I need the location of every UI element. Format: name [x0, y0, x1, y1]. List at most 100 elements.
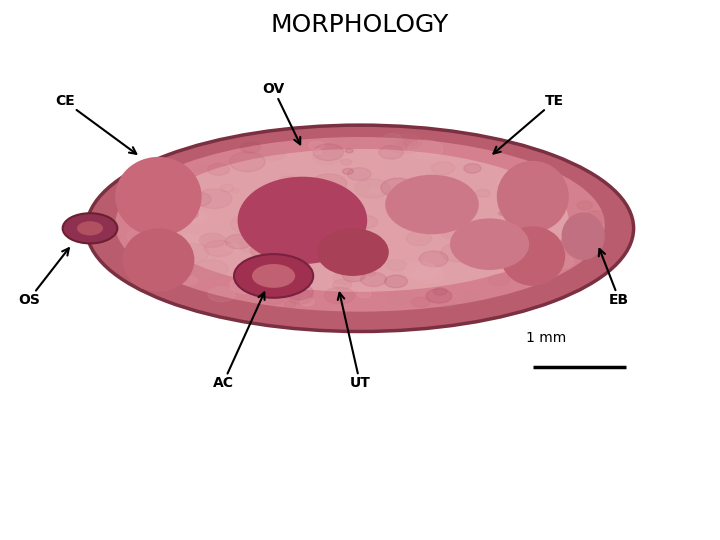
- Circle shape: [283, 231, 307, 244]
- Circle shape: [127, 228, 157, 245]
- Circle shape: [208, 287, 235, 302]
- Circle shape: [315, 228, 324, 233]
- Circle shape: [122, 200, 158, 219]
- Circle shape: [240, 208, 269, 224]
- Circle shape: [240, 142, 261, 153]
- Text: TE: TE: [493, 94, 564, 153]
- Text: oral sucker,: oral sucker,: [204, 502, 285, 516]
- Circle shape: [291, 188, 302, 194]
- Circle shape: [277, 176, 300, 188]
- Circle shape: [241, 215, 266, 229]
- Circle shape: [420, 180, 448, 196]
- Circle shape: [347, 266, 356, 271]
- Circle shape: [230, 152, 265, 172]
- Circle shape: [413, 266, 444, 283]
- Circle shape: [341, 159, 351, 165]
- Circle shape: [426, 289, 452, 303]
- Circle shape: [197, 189, 232, 208]
- Text: OV: OV: [263, 83, 300, 144]
- Circle shape: [269, 203, 300, 220]
- Text: acetabulum (ventral sucker): acetabulum (ventral sucker): [204, 461, 386, 474]
- Circle shape: [498, 172, 531, 190]
- Circle shape: [506, 265, 523, 274]
- Circle shape: [488, 274, 509, 286]
- Circle shape: [400, 197, 420, 207]
- Circle shape: [261, 291, 285, 304]
- Circle shape: [318, 259, 325, 262]
- Circle shape: [300, 185, 322, 197]
- Circle shape: [147, 195, 183, 215]
- Circle shape: [252, 264, 295, 288]
- Text: 1 mm: 1 mm: [526, 332, 566, 346]
- Text: EB: EB: [599, 249, 629, 307]
- Ellipse shape: [86, 125, 634, 332]
- Circle shape: [180, 276, 197, 285]
- Circle shape: [525, 271, 547, 283]
- Circle shape: [343, 168, 354, 174]
- Text: OS: OS: [18, 248, 69, 307]
- Circle shape: [314, 202, 337, 215]
- Circle shape: [355, 179, 390, 198]
- Circle shape: [381, 178, 415, 197]
- Circle shape: [137, 249, 151, 258]
- Circle shape: [408, 140, 443, 159]
- Circle shape: [230, 215, 264, 233]
- Circle shape: [387, 260, 407, 271]
- Circle shape: [431, 162, 454, 174]
- Circle shape: [506, 191, 535, 207]
- Circle shape: [174, 244, 209, 262]
- Circle shape: [225, 234, 252, 249]
- Circle shape: [433, 288, 447, 295]
- Circle shape: [572, 228, 590, 239]
- Circle shape: [411, 297, 430, 307]
- Ellipse shape: [450, 218, 529, 270]
- Circle shape: [361, 272, 387, 287]
- Circle shape: [220, 184, 234, 192]
- Circle shape: [297, 269, 309, 276]
- Circle shape: [387, 134, 423, 154]
- Text: OS:: OS:: [10, 502, 35, 516]
- Circle shape: [384, 275, 408, 288]
- Text: AC:: AC:: [10, 461, 34, 474]
- Circle shape: [406, 232, 432, 245]
- Circle shape: [426, 271, 446, 282]
- Circle shape: [404, 262, 436, 280]
- Circle shape: [233, 261, 258, 274]
- Circle shape: [397, 135, 422, 149]
- Circle shape: [158, 265, 167, 269]
- Circle shape: [330, 239, 353, 251]
- Circle shape: [549, 255, 574, 268]
- Circle shape: [260, 146, 286, 160]
- Circle shape: [346, 148, 353, 153]
- Circle shape: [438, 298, 456, 307]
- Ellipse shape: [115, 137, 605, 312]
- Circle shape: [231, 188, 240, 193]
- Circle shape: [148, 237, 156, 241]
- Circle shape: [333, 280, 351, 290]
- Circle shape: [358, 291, 371, 298]
- Circle shape: [252, 148, 264, 154]
- Ellipse shape: [317, 228, 389, 276]
- Ellipse shape: [115, 157, 202, 237]
- Circle shape: [343, 269, 366, 282]
- Text: CE: CE: [55, 94, 136, 154]
- Circle shape: [230, 276, 263, 294]
- Circle shape: [370, 188, 381, 193]
- Circle shape: [77, 221, 103, 235]
- Circle shape: [284, 301, 296, 307]
- Circle shape: [252, 222, 287, 241]
- Circle shape: [268, 212, 284, 221]
- Circle shape: [472, 233, 491, 244]
- Circle shape: [305, 205, 318, 212]
- Circle shape: [194, 260, 228, 279]
- Circle shape: [178, 193, 186, 198]
- Circle shape: [354, 215, 378, 228]
- Circle shape: [182, 210, 199, 219]
- Circle shape: [311, 174, 346, 193]
- Circle shape: [181, 234, 202, 245]
- Circle shape: [356, 246, 372, 255]
- Circle shape: [204, 240, 233, 256]
- Circle shape: [464, 164, 481, 173]
- Circle shape: [383, 133, 401, 144]
- Circle shape: [508, 244, 518, 248]
